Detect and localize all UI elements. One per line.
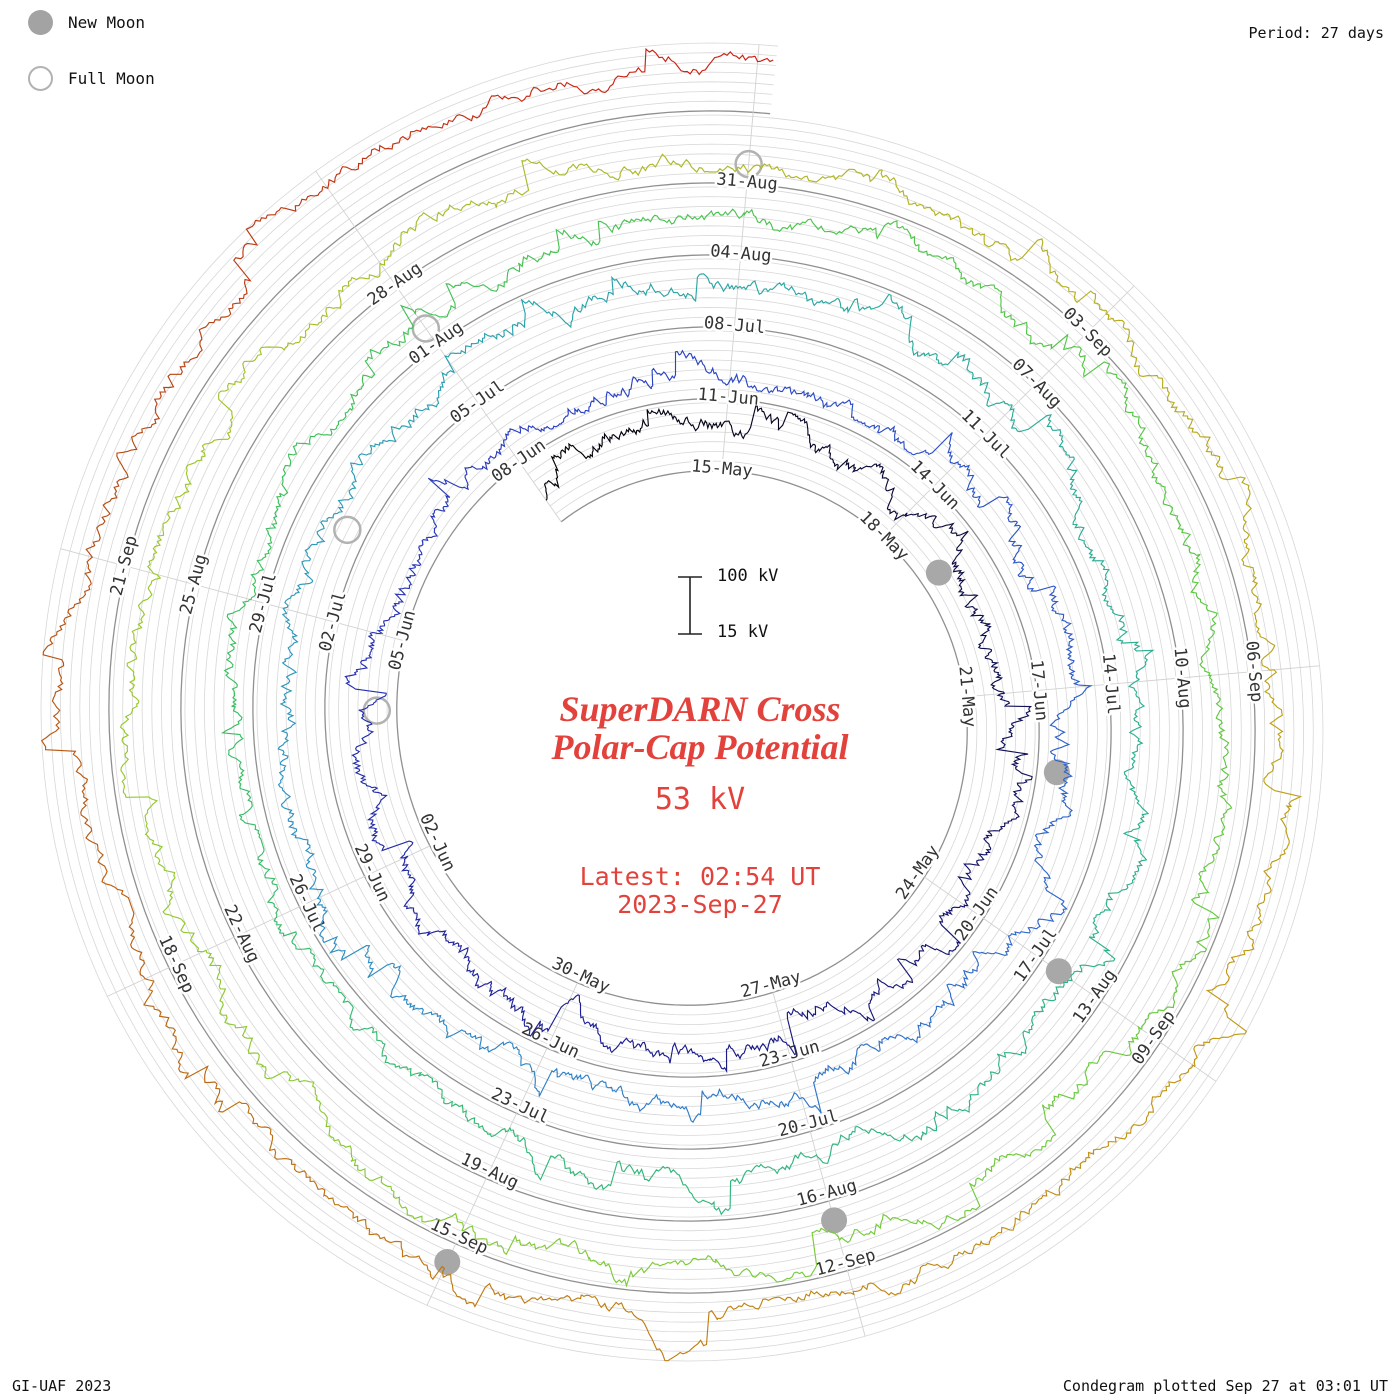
date-label: 15-Sep bbox=[427, 1215, 491, 1259]
latest-time: Latest: 02:54 UT bbox=[579, 862, 821, 891]
full-moon-icon bbox=[28, 65, 53, 91]
date-label: 15-May bbox=[690, 456, 753, 481]
legend-full-moon: Full Moon bbox=[28, 64, 155, 92]
date-label: 14-Jul bbox=[1098, 653, 1123, 716]
full-moon-marker bbox=[333, 515, 362, 545]
new-moon-marker bbox=[1045, 958, 1072, 985]
latest-block: Latest: 02:54 UT 2023-Sep-27 bbox=[552, 863, 849, 919]
period-label: Period: 27 days bbox=[1248, 24, 1384, 42]
date-label: 20-Jul bbox=[776, 1106, 841, 1141]
plotted-timestamp: Condegram plotted Sep 27 at 03:01 UT bbox=[1062, 1377, 1388, 1395]
full-moon-marker bbox=[411, 314, 441, 343]
moon-legend: New Moon Full Moon bbox=[28, 8, 155, 120]
date-label: 12-Sep bbox=[813, 1245, 878, 1280]
chart-title-line2: Polar-Cap Potential bbox=[551, 727, 849, 767]
chart-title-line1: SuperDARN Cross bbox=[559, 689, 841, 729]
current-value: 53 kV bbox=[654, 782, 746, 817]
date-label: 05-Jul bbox=[447, 376, 509, 428]
legend-full-moon-label: Full Moon bbox=[68, 68, 155, 88]
date-label: 17-Jun bbox=[1026, 659, 1051, 722]
date-label: 27-May bbox=[739, 967, 804, 1002]
date-label: 06-Sep bbox=[1241, 640, 1266, 703]
center-annotations: SuperDARN Cross Polar-Cap Potential 53 k… bbox=[552, 690, 849, 919]
legend-new-moon-label: New Moon bbox=[68, 12, 146, 32]
latest-date: 2023-Sep-27 bbox=[617, 890, 783, 919]
full-moon-marker bbox=[734, 149, 763, 179]
date-label: 23-Jun bbox=[757, 1037, 822, 1072]
date-label: 30-May bbox=[549, 954, 613, 998]
date-label: 10-Aug bbox=[1170, 646, 1195, 709]
date-label: 22-Aug bbox=[219, 902, 263, 966]
date-label: 21-May bbox=[954, 665, 979, 728]
legend-new-moon: New Moon bbox=[28, 8, 155, 36]
date-label: 19-Aug bbox=[457, 1149, 521, 1193]
date-label: 31-Aug bbox=[716, 169, 779, 194]
full-moon-marker bbox=[362, 696, 392, 725]
date-label: 08-Jul bbox=[703, 313, 766, 338]
new-moon-icon bbox=[28, 9, 53, 35]
new-moon-marker bbox=[821, 1207, 848, 1234]
credit-label: GI-UAF 2023 bbox=[12, 1377, 112, 1395]
date-label: 16-Aug bbox=[795, 1176, 860, 1211]
date-label: 11-Jun bbox=[697, 385, 760, 410]
date-label: 29-Jun bbox=[350, 841, 394, 905]
new-moon-marker bbox=[925, 559, 952, 586]
new-moon-marker bbox=[1043, 759, 1070, 786]
date-label: 08-Jun bbox=[488, 435, 550, 487]
scale-bottom-label: 15 kV bbox=[717, 622, 769, 642]
date-label: 04-Aug bbox=[709, 241, 772, 266]
scale-top-label: 100 kV bbox=[717, 566, 779, 586]
date-label: 02-Jun bbox=[415, 811, 459, 875]
